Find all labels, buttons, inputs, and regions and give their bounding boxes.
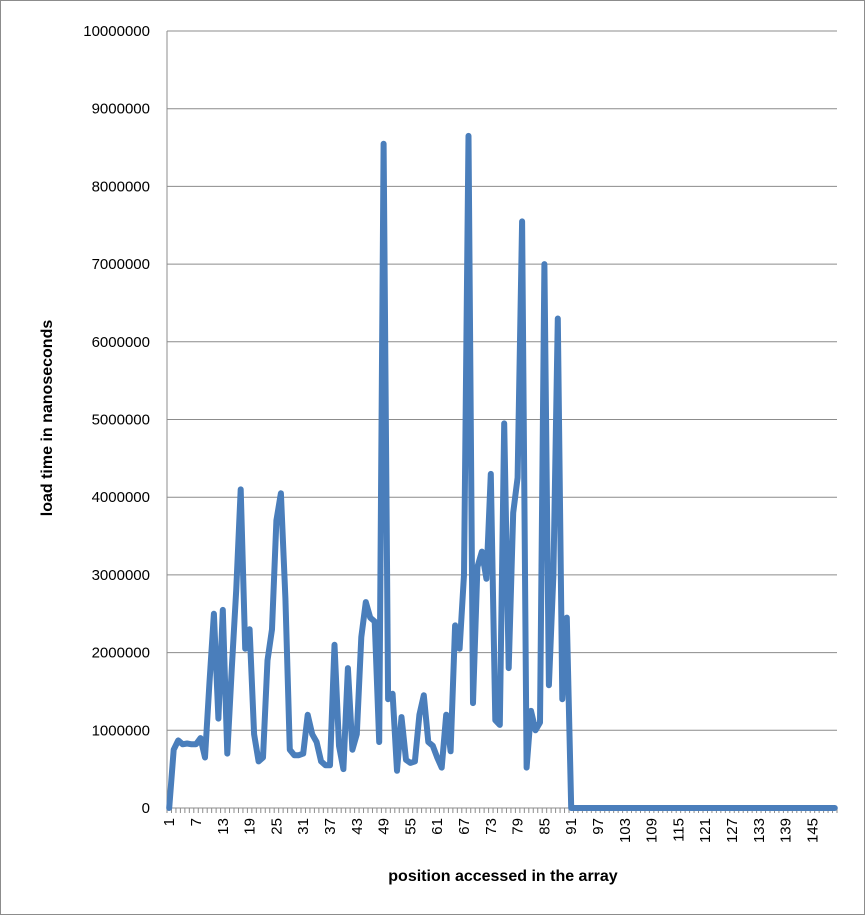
x-tick-label: 139 [778, 818, 795, 843]
x-tick-label: 49 [376, 818, 393, 835]
x-tick-label: 37 [322, 818, 339, 835]
y-tick-label: 0 [142, 800, 150, 817]
x-tick-label: 85 [536, 818, 553, 835]
x-tick-label: 25 [268, 818, 285, 835]
y-tick-label: 10000000 [83, 23, 150, 40]
x-tick-label: 109 [644, 818, 661, 843]
x-tick-label: 79 [510, 818, 527, 835]
series-layer [166, 132, 838, 811]
y-tick-label: 1000000 [92, 722, 150, 739]
x-tick-label: 55 [402, 818, 419, 835]
x-tick-label: 73 [483, 818, 500, 835]
x-tick-label: 67 [456, 818, 473, 835]
x-tick-label: 103 [617, 818, 634, 843]
y-tick-label: 6000000 [92, 334, 150, 351]
x-tick-label: 127 [724, 818, 741, 843]
x-tick-label: 43 [349, 818, 366, 835]
x-tick-label: 31 [295, 818, 312, 835]
y-axis-title: load time in nanoseconds [39, 320, 56, 517]
y-tick-label: 4000000 [92, 489, 150, 506]
x-tick-label: 13 [215, 818, 232, 835]
y-tick-label: 7000000 [92, 256, 150, 273]
x-tick-label: 115 [670, 818, 687, 842]
x-tick-label: 145 [804, 818, 821, 843]
x-tick-label: 7 [188, 818, 205, 826]
x-tick-label: 19 [242, 818, 259, 835]
x-tick-label: 61 [429, 818, 446, 835]
x-axis-title: position accessed in the array [388, 868, 618, 885]
x-tick-label: 1 [161, 818, 178, 826]
x-tick-label: 91 [563, 818, 580, 835]
series-line [166, 132, 838, 811]
x-tick-label: 133 [751, 818, 768, 843]
y-tick-label: 3000000 [92, 567, 150, 584]
x-tick-labels: 1 7 13 19 25 31 37 43 49 55 61 67 73 79 85 91 97 103 109 11… [161, 818, 821, 843]
y-tick-labels: 0 1000000 2000000 3000000 4000000 5000000 6000… [83, 23, 150, 817]
y-tick-label: 5000000 [92, 412, 150, 429]
y-tick-label: 8000000 [92, 178, 150, 195]
y-tick-label: 9000000 [92, 101, 150, 118]
x-tick-label: 97 [590, 818, 607, 835]
x-tick-label: 121 [697, 818, 714, 843]
y-tick-label: 2000000 [92, 645, 150, 662]
